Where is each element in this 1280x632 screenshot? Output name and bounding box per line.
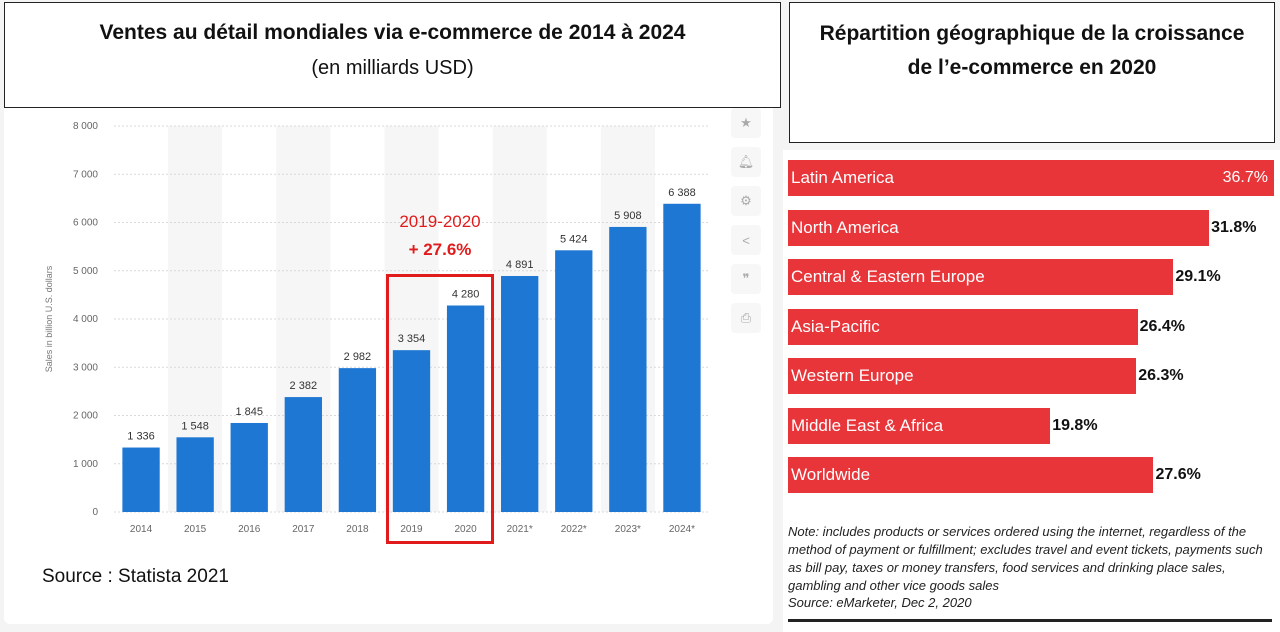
region-value: 36.7% [1222, 169, 1268, 186]
right-chart-title: Répartition géographique de la croissanc… [819, 22, 1245, 79]
y-tick-label: 4 000 [73, 314, 98, 325]
region-bar[interactable]: Central & Eastern Europe [788, 259, 1174, 295]
left-chart-subtitle: (en milliards USD) [311, 57, 474, 79]
region-label: Western Europe [791, 366, 914, 385]
y-tick-label: 6 000 [73, 218, 98, 229]
highlight-growth-label: + 27.6% [408, 240, 472, 259]
bar-value-label: 5 908 [614, 210, 642, 222]
x-tick-label: 2024* [669, 524, 695, 535]
region-bar[interactable]: North America [788, 209, 1210, 246]
right-chart-title-box: Répartition géographique de la croissanc… [789, 2, 1275, 143]
bar-2016[interactable] [230, 422, 268, 512]
bar-2019[interactable] [392, 350, 431, 512]
quote-icon[interactable]: ❞ [731, 264, 761, 294]
x-tick-label: 2023* [615, 524, 641, 535]
bar-2015[interactable] [176, 437, 214, 512]
bar-2024[interactable] [663, 203, 701, 512]
bar-2020[interactable] [446, 305, 485, 512]
y-tick-label: 1 000 [73, 459, 98, 470]
region-row: Asia-Pacific 26.4% [788, 308, 1274, 345]
bar-2014[interactable] [122, 447, 160, 512]
region-label: Latin America [791, 168, 894, 187]
bar-value-label: 3 354 [398, 333, 426, 345]
region-value: 26.4% [1139, 317, 1185, 335]
print-icon[interactable]: ⎙ [731, 303, 761, 333]
region-row: Central & Eastern Europe 29.1% [788, 259, 1274, 295]
region-label: North America [791, 217, 899, 237]
y-tick-label: 8 000 [73, 121, 98, 132]
divider [788, 619, 1272, 622]
y-tick-label: 3 000 [73, 362, 98, 373]
ecommerce-sales-panel: 0 1 000 2 000 3 000 4 000 5 000 6 000 7 000 8 00… [4, 108, 773, 624]
region-bar[interactable]: Asia-Pacific [788, 308, 1138, 345]
bar-value-label: 1 548 [181, 420, 209, 432]
bar-2018[interactable] [338, 368, 377, 512]
growth-by-region-panel: Latin America 36.7% North America 31.8% Cent… [783, 150, 1280, 632]
y-tick-label: 2 000 [73, 411, 98, 422]
right-chart-source: Source: eMarketer, Dec 2, 2020 [788, 595, 972, 610]
left-chart-source: Source : Statista 2021 [42, 566, 229, 587]
region-row: Worldwide 27.6% [788, 457, 1274, 493]
x-tick-label: 2015 [184, 524, 207, 535]
region-value: 26.3% [1138, 367, 1184, 384]
bar-2021[interactable] [501, 276, 539, 512]
bar-value-label: 4 280 [452, 288, 480, 300]
region-label: Asia-Pacific [791, 316, 880, 336]
left-chart-title: Ventes au détail mondiales via e-commerc… [99, 21, 686, 44]
region-row: Middle East & Africa 19.8% [788, 407, 1274, 444]
region-row: Western Europe 26.3% [788, 358, 1274, 394]
region-value: 27.6% [1155, 466, 1201, 483]
bar-value-label: 1 845 [235, 406, 263, 418]
bar-value-label: 5 424 [560, 233, 588, 245]
x-tick-label: 2020 [454, 524, 477, 535]
region-row: Latin America 36.7% [788, 160, 1274, 196]
bell-icon[interactable]: 🔔︎ [731, 147, 761, 177]
region-bar[interactable]: Western Europe [788, 358, 1137, 394]
x-tick-label: 2017 [292, 524, 315, 535]
bar-value-label: 4 891 [506, 259, 534, 271]
gear-icon[interactable]: ⚙ [731, 186, 761, 216]
star-icon[interactable]: ★ [731, 108, 761, 138]
region-value: 29.1% [1175, 268, 1221, 285]
y-tick-label: 7 000 [73, 169, 98, 180]
highlight-2019-2020-box [386, 274, 494, 544]
region-bar[interactable]: Worldwide [788, 457, 1154, 493]
region-label: Middle East & Africa [791, 415, 944, 435]
x-tick-label: 2022* [561, 524, 587, 535]
x-tick-label: 2016 [238, 524, 261, 535]
bar-value-label: 2 982 [344, 351, 372, 363]
share-icon[interactable]: < [731, 225, 761, 255]
x-tick-label: 2014 [130, 524, 153, 535]
region-bar[interactable]: Middle East & Africa [788, 407, 1051, 444]
chart-note: Note: includes products or services orde… [788, 524, 1263, 593]
y-tick-label: 5 000 [73, 266, 98, 277]
bar-value-label: 1 336 [127, 431, 155, 443]
y-tick-label: 0 [92, 507, 98, 518]
y-axis-label: Sales in billion U.S. dollars [44, 265, 54, 372]
region-bar[interactable]: Latin America [788, 160, 1274, 196]
left-chart-title-box: Ventes au détail mondiales via e-commerc… [4, 2, 781, 108]
highlight-range-label: 2019-2020 [399, 212, 481, 231]
x-tick-label: 2018 [346, 524, 369, 535]
bar-2017[interactable] [284, 397, 322, 512]
bar-2023[interactable] [609, 226, 647, 512]
region-label: Worldwide [791, 465, 871, 484]
region-row: North America 31.8% [788, 209, 1274, 246]
region-label: Central & Eastern Europe [791, 267, 985, 286]
chart-toolbar: ★ 🔔︎ ⚙ < ❞ ⎙ [731, 108, 763, 338]
bar-value-label: 6 388 [668, 187, 696, 199]
ecommerce-sales-bar-chart: 0 1 000 2 000 3 000 4 000 5 000 6 000 7 000 8 00… [44, 121, 709, 535]
region-value: 19.8% [1052, 416, 1098, 434]
x-tick-label: 2021* [507, 524, 533, 535]
bar-value-label: 2 382 [290, 380, 318, 392]
region-value: 31.8% [1211, 218, 1257, 236]
x-tick-label: 2019 [400, 524, 423, 535]
bar-2022[interactable] [555, 250, 593, 513]
